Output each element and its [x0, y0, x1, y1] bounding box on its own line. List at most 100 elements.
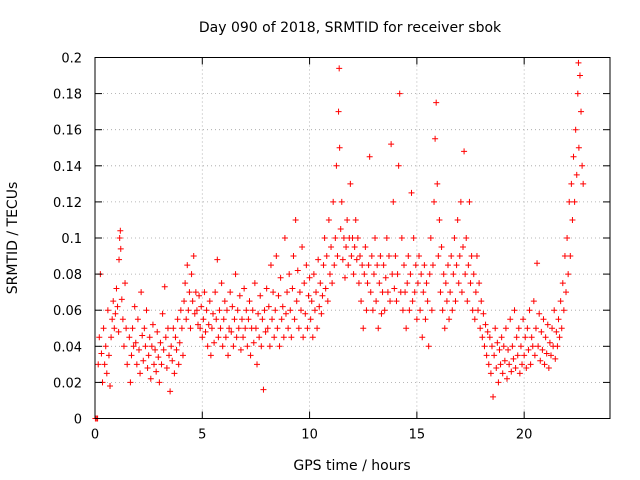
data-point	[580, 180, 587, 187]
data-point	[200, 316, 207, 323]
data-point	[183, 316, 190, 323]
data-point	[388, 141, 395, 148]
data-point	[465, 262, 472, 269]
data-point	[361, 271, 368, 278]
data-point	[568, 180, 575, 187]
data-point	[258, 343, 265, 350]
data-point	[520, 316, 527, 323]
data-point	[471, 316, 478, 323]
data-point	[370, 271, 377, 278]
data-point	[236, 292, 243, 299]
data-point	[333, 162, 340, 169]
data-point	[559, 280, 566, 287]
data-point	[417, 307, 424, 314]
data-point	[569, 216, 576, 223]
data-point	[222, 334, 229, 341]
data-point	[433, 99, 440, 106]
x-tick-label: 5	[198, 428, 206, 443]
y-tick-label: 0.12	[53, 196, 82, 211]
data-point	[187, 325, 194, 332]
data-point	[144, 364, 151, 371]
data-point	[420, 289, 427, 296]
data-point	[126, 334, 133, 341]
data-point	[308, 298, 315, 305]
data-point	[115, 328, 122, 335]
data-point	[285, 325, 292, 332]
data-point	[127, 379, 134, 386]
data-point	[553, 328, 560, 335]
data-point	[458, 289, 465, 296]
data-point	[306, 274, 313, 281]
data-point	[560, 307, 567, 314]
data-point	[398, 235, 405, 241]
data-point	[113, 285, 120, 292]
data-point	[493, 364, 500, 371]
data-point	[539, 346, 546, 353]
data-point	[265, 303, 272, 310]
data-point	[536, 310, 543, 317]
data-point	[322, 285, 329, 292]
data-point	[108, 334, 115, 341]
data-point	[182, 280, 189, 287]
data-point	[513, 334, 520, 341]
y-tick-label: 0.08	[53, 268, 82, 283]
data-point	[214, 256, 221, 263]
data-point	[535, 343, 542, 350]
data-point	[403, 325, 410, 332]
data-point	[177, 307, 184, 314]
data-point	[159, 310, 166, 317]
data-point	[107, 383, 114, 390]
data-point	[235, 325, 242, 332]
data-point	[302, 310, 309, 317]
data-point	[152, 346, 159, 353]
data-point	[295, 325, 302, 332]
data-point	[480, 310, 487, 317]
y-tick-label: 0.06	[53, 304, 82, 319]
x-tick-label: 20	[516, 428, 533, 443]
data-point	[522, 334, 529, 341]
data-point	[290, 253, 297, 260]
data-point	[213, 316, 220, 323]
data-point	[291, 316, 298, 323]
data-point	[191, 310, 198, 317]
data-point	[363, 307, 370, 314]
data-point	[158, 361, 165, 368]
data-point	[317, 280, 324, 287]
data-point	[275, 292, 282, 299]
x-tick-label: 10	[301, 428, 318, 443]
data-point	[226, 325, 233, 332]
data-point	[119, 316, 126, 323]
data-point	[509, 343, 516, 350]
data-point	[316, 303, 323, 310]
x-tick-label: 15	[409, 428, 426, 443]
data-point	[219, 343, 226, 350]
data-point	[259, 316, 266, 323]
data-point	[260, 386, 267, 393]
data-point	[427, 235, 434, 241]
data-point	[307, 316, 314, 323]
data-point	[404, 280, 411, 287]
data-point	[212, 289, 219, 296]
data-point	[475, 307, 482, 314]
data-point	[517, 343, 524, 350]
data-point	[496, 346, 503, 353]
data-point	[174, 316, 181, 323]
data-point	[549, 325, 556, 332]
data-point	[412, 262, 419, 269]
data-point	[365, 262, 372, 269]
data-point	[391, 285, 398, 292]
data-point	[393, 298, 400, 305]
data-point	[250, 339, 257, 346]
data-point	[276, 343, 283, 350]
data-point	[195, 321, 201, 328]
data-point	[490, 393, 497, 400]
data-point	[547, 352, 554, 359]
data-point	[116, 256, 123, 263]
data-point	[130, 343, 137, 350]
data-point	[234, 307, 241, 314]
data-point	[567, 253, 574, 260]
data-point	[425, 343, 432, 350]
data-point	[479, 334, 486, 341]
data-point	[142, 343, 149, 350]
